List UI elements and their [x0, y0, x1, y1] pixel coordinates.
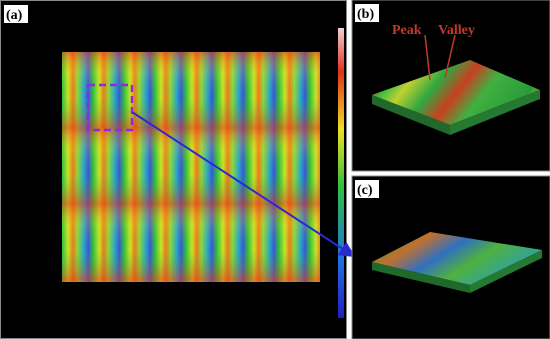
label-bg [355, 4, 379, 22]
panel-label: (b) [357, 7, 374, 22]
label-bg [355, 180, 379, 198]
surface-map-overlay [62, 52, 320, 282]
annotation: Peak [392, 23, 422, 38]
selection-box [86, 83, 134, 132]
surface-side [470, 250, 542, 293]
surface-side [372, 262, 470, 293]
surface-3d [372, 232, 542, 285]
surface-side [372, 95, 450, 135]
surface-3d [372, 60, 540, 125]
pointer [424, 34, 431, 81]
pointer [444, 34, 456, 79]
label-bg [4, 5, 28, 23]
surface-side [450, 90, 540, 135]
panel-label: (a) [6, 8, 23, 23]
panel-label: (c) [357, 183, 373, 198]
annotation: Valley [438, 23, 475, 38]
color-bar [338, 28, 344, 318]
arrow [131, 111, 356, 258]
